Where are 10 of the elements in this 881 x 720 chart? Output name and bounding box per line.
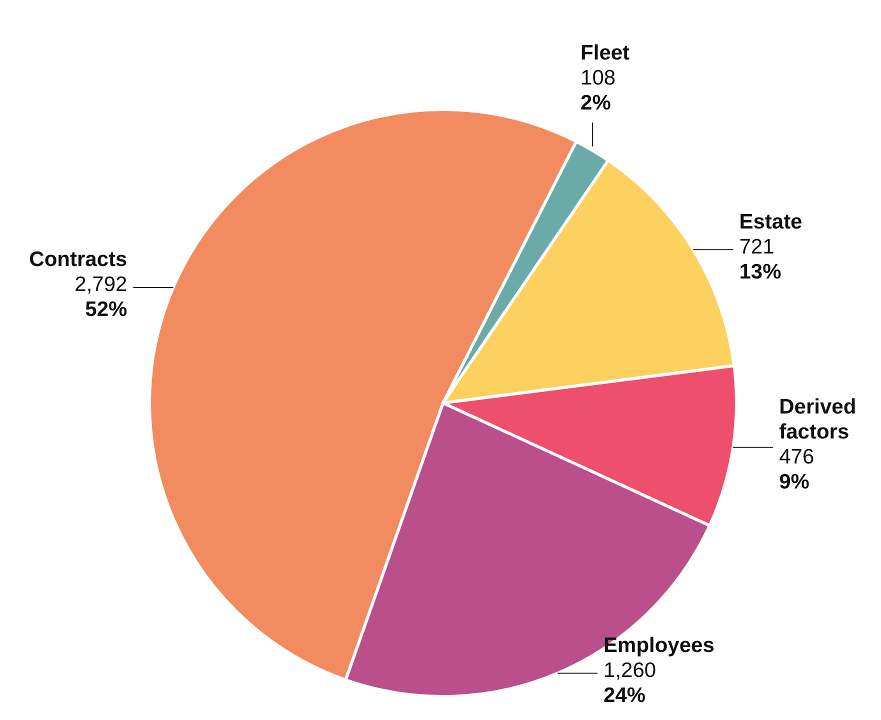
data-label: 721 13% [739,235,782,284]
data-label: 476 9% [779,446,814,494]
slice-label: Fleet [580,42,630,65]
slice-label: Derived factors [779,396,856,444]
slice-label: Employees [604,634,714,658]
slice-label: Estate [739,210,802,234]
data-label: 1,260 24% [604,659,656,708]
data-label: 2,792 52% [74,273,128,322]
data-label: 108 2% [580,66,616,115]
slice-label: Contracts [29,248,128,272]
